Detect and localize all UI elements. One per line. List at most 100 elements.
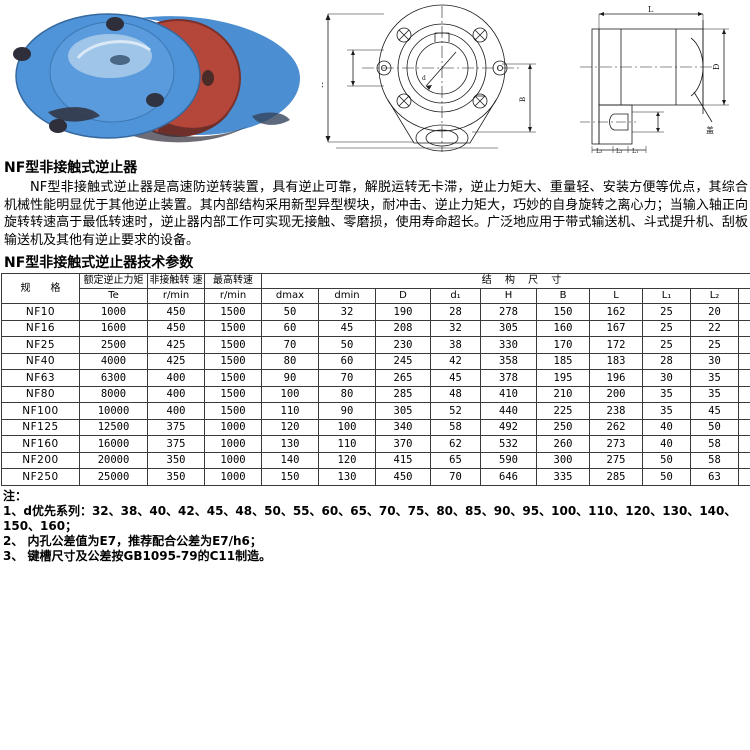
cell-height-H: 440: [480, 402, 537, 420]
cell-noncontact-speed: 400: [147, 402, 205, 420]
table-row: NF100 10000 400 1500 110 90 305 52 440 225 238 35 45…: [1, 402, 750, 420]
cell-dmin: 100: [318, 418, 376, 436]
cell-rated-torque: 10000: [79, 402, 148, 420]
cell-max-speed: 1500: [204, 369, 262, 387]
cell-width-B: 170: [536, 336, 590, 354]
note-line-1: 1、d优先系列：32、38、40、42、45、48、50、55、60、65、70…: [3, 503, 737, 533]
cell-model: NF160: [1, 435, 80, 453]
table-title: NF型非接触式逆止器技术参数: [4, 255, 194, 271]
cell-length-L3: 8: [737, 468, 750, 486]
table-row: NF160 16000 375 1000 130 110 370 62 532 260 273 40 5…: [1, 435, 750, 453]
cell-height-H: 532: [480, 435, 537, 453]
cell-outer-diameter: 265: [375, 369, 431, 387]
cell-dmax: 120: [261, 418, 319, 436]
photo-illustration: [0, 0, 318, 152]
cell-dmin: 50: [318, 336, 376, 354]
table-head: 规 格 额定逆止力矩 非接触转 速 最高转速 结 构 尺 寸 最大重量 dmax…: [1, 273, 750, 304]
cell-bore-d1: 52: [430, 402, 481, 420]
cell-rated-torque: 2500: [79, 336, 148, 354]
table-row: NF80800040015001008028548410210200353557…: [1, 385, 750, 403]
cell-noncontact-speed: 450: [147, 319, 205, 337]
col-header-noncontact-speed: 非接触转 速: [147, 273, 205, 289]
cell-length-L1: 25: [642, 319, 691, 337]
cell-length-L1: 40: [642, 435, 691, 453]
cell-bore-d1: 45: [430, 369, 481, 387]
cell-dmin: 32: [318, 303, 376, 321]
cell-width-B: 160: [536, 319, 590, 337]
cell-model: NF100: [1, 402, 80, 420]
table-row: NF25250042515007050230383301701722525538: [1, 336, 750, 354]
cell-dmax: 100: [261, 385, 319, 403]
cell-dmax: 50: [261, 303, 319, 321]
nf-backstop-photo: [0, 0, 318, 152]
cell-length-L2: 35: [690, 369, 739, 387]
note-line-3: 3、 键槽尺寸及公差按GB1095-79的C11制造。: [3, 548, 272, 563]
cell-length-L: 183: [589, 352, 643, 370]
cell-length-L1: 25: [642, 303, 691, 321]
cell-model: NF80: [1, 385, 80, 403]
note-line-2: 2、 内孔公差值为E7，推荐配合公差为E7/h6；: [3, 533, 262, 548]
cell-rated-torque: 25000: [79, 468, 148, 486]
cell-height-H: 358: [480, 352, 537, 370]
unit-rated-torque: Te: [79, 288, 148, 304]
cell-width-B: 335: [536, 468, 590, 486]
table-row: NF10100045015005032190282781501622520528: [1, 303, 750, 321]
cell-outer-diameter: 450: [375, 468, 431, 486]
cell-length-L: 275: [589, 451, 643, 469]
cell-model: NF40: [1, 352, 80, 370]
cover-callout-label: 盖: [706, 125, 714, 135]
cell-model: NF16: [1, 319, 80, 337]
table-row: NF40400042515008060245423581851832830549: [1, 352, 750, 370]
cell-outer-diameter: 340: [375, 418, 431, 436]
technical-parameter-table: 规 格 额定逆止力矩 非接触转 速 最高转速 结 构 尺 寸 最大重量 dmax…: [1, 273, 750, 486]
table-body: NF10100045015005032190282781501622520528…: [1, 303, 750, 486]
cell-dmax: 90: [261, 369, 319, 387]
cell-bore-d1: 28: [430, 303, 481, 321]
cell-max-speed: 1500: [204, 319, 262, 337]
cell-length-L1: 25: [642, 336, 691, 354]
cell-dmax: 150: [261, 468, 319, 486]
cell-length-L1: 28: [642, 352, 691, 370]
table-row: NF200 20000 350 1000 140 120 415 65 590 300 275 50 5…: [1, 451, 750, 469]
cell-max-speed: 1000: [204, 451, 262, 469]
cell-noncontact-speed: 450: [147, 303, 205, 321]
unit-noncontact-speed: r/min: [147, 288, 205, 304]
cell-model: NF63: [1, 369, 80, 387]
cell-length-L3: 8: [737, 418, 750, 436]
cell-length-L2: 30: [690, 352, 739, 370]
section-title: NF型非接触式逆止器: [4, 160, 138, 176]
cell-model: NF250: [1, 468, 80, 486]
cell-length-L2: 25: [690, 336, 739, 354]
cell-dmin: 70: [318, 369, 376, 387]
cell-width-B: 195: [536, 369, 590, 387]
col-header-L2: L₂: [690, 288, 739, 304]
cell-length-L1: 30: [642, 369, 691, 387]
cell-noncontact-speed: 350: [147, 451, 205, 469]
cell-max-speed: 1000: [204, 468, 262, 486]
cell-width-B: 210: [536, 385, 590, 403]
cell-outer-diameter: 208: [375, 319, 431, 337]
product-intro-paragraph: NF型非接触式逆止器是高速防逆转装置，具有逆止可靠，解脱运转无卡滞，逆止力矩大、…: [4, 180, 748, 248]
svg-text:L₃: L₃: [596, 148, 603, 154]
cell-width-B: 250: [536, 418, 590, 436]
cell-length-L3: 8: [737, 451, 750, 469]
cell-height-H: 330: [480, 336, 537, 354]
cell-length-L3: 5: [737, 369, 750, 387]
cell-dmin: 80: [318, 385, 376, 403]
cell-noncontact-speed: 350: [147, 468, 205, 486]
front-elevation-drawing: d H B: [322, 2, 566, 154]
svg-text:B: B: [519, 97, 527, 102]
media-band: d H B: [0, 0, 750, 155]
cell-max-speed: 1000: [204, 418, 262, 436]
cell-length-L2: 22: [690, 319, 739, 337]
col-header-max-speed: 最高转速: [204, 273, 262, 289]
cell-length-L3: 8: [737, 435, 750, 453]
col-header-rated-torque: 额定逆止力矩: [79, 273, 148, 289]
table-row: NF250 25000 350 1000 150 130 450 70 646 335 285 50 6…: [1, 468, 750, 486]
cell-rated-torque: 4000: [79, 352, 148, 370]
cell-length-L: 238: [589, 402, 643, 420]
cell-max-speed: 1500: [204, 402, 262, 420]
cell-length-L3: 5: [737, 385, 750, 403]
cell-width-B: 185: [536, 352, 590, 370]
